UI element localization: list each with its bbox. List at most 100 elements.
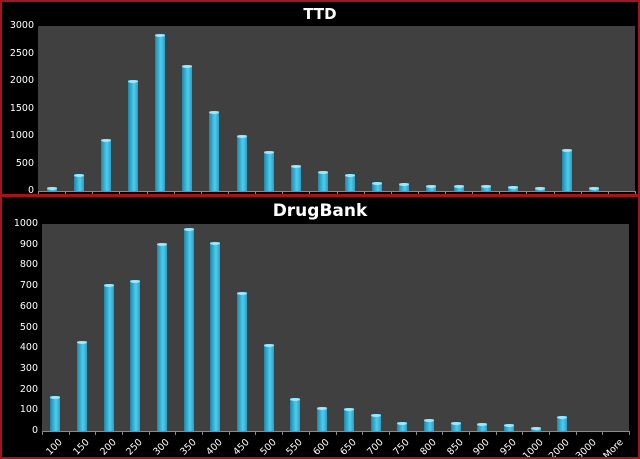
bar-400 <box>209 110 220 191</box>
x-tick <box>417 191 419 194</box>
y-tick-label: 500 <box>15 157 34 169</box>
bar-950 <box>507 185 518 191</box>
y-tick-label: 200 <box>19 383 38 395</box>
y-tick-label: 300 <box>19 362 38 374</box>
x-tick <box>575 431 577 435</box>
x-tick <box>526 191 528 194</box>
bar-800 <box>426 184 437 191</box>
x-tick <box>548 431 550 435</box>
x-tick <box>65 191 67 194</box>
x-tick <box>282 191 284 194</box>
chart-title: DrugBank <box>272 201 368 221</box>
x-tick <box>607 191 609 194</box>
bar-550 <box>290 397 301 431</box>
x-tick <box>362 431 364 435</box>
bar-450 <box>237 291 248 431</box>
x-tick <box>228 431 230 435</box>
x-tick <box>442 431 444 435</box>
x-tick <box>200 191 202 194</box>
y-tick-label: 0 <box>31 425 38 436</box>
bar-350 <box>183 228 194 431</box>
bar-200 <box>100 138 111 191</box>
bar-2000 <box>557 415 568 431</box>
bar-600 <box>317 171 328 191</box>
bar-200 <box>103 283 114 431</box>
plot-area <box>38 26 635 191</box>
bar-750 <box>397 421 408 431</box>
bar-700 <box>372 181 383 191</box>
y-tick-label: 900 <box>19 238 38 250</box>
bar-100 <box>46 186 57 191</box>
y-tick-label: 1000 <box>9 130 34 141</box>
x-tick <box>468 431 470 435</box>
x-tick <box>580 191 582 194</box>
bar-600 <box>317 406 328 431</box>
bar-3000 <box>589 187 600 191</box>
x-tick <box>335 431 337 435</box>
x-tick-label: 100 <box>44 437 66 458</box>
x-tick <box>68 431 70 435</box>
bar-900 <box>477 423 488 431</box>
y-tick-label: 100 <box>19 404 38 416</box>
x-tick <box>602 431 604 435</box>
x-tick <box>388 431 390 435</box>
x-tick <box>499 191 501 194</box>
x-tick <box>122 431 124 435</box>
x-tick <box>42 431 43 435</box>
x-tick <box>255 431 257 435</box>
plot-area <box>42 224 629 431</box>
bar-850 <box>453 185 464 191</box>
bar-900 <box>480 184 491 191</box>
bar-300 <box>155 34 166 191</box>
drugbank-chart-panel: DrugBank 0 100 200 300 400 500 600 700 800 900 100… <box>0 195 640 459</box>
x-tick <box>363 191 365 194</box>
bar-750 <box>399 183 410 191</box>
x-tick <box>309 191 311 194</box>
x-tick <box>38 191 39 194</box>
bar-250 <box>130 280 141 431</box>
bar-400 <box>210 242 221 431</box>
bar-250 <box>127 80 138 191</box>
y-tick-label: 3000 <box>9 20 34 31</box>
bar-350 <box>182 65 193 191</box>
bar-550 <box>290 165 301 191</box>
bar-100 <box>50 396 61 431</box>
bar-300 <box>157 243 168 431</box>
x-tick <box>173 191 175 194</box>
x-tick <box>227 191 229 194</box>
x-tick <box>255 191 257 194</box>
x-tick <box>522 431 524 435</box>
x-tick <box>629 431 630 435</box>
y-tick-label: 0 <box>27 185 34 196</box>
x-tick <box>146 191 148 194</box>
bar-650 <box>343 408 354 431</box>
chart-title: TTD <box>303 5 337 23</box>
x-tick <box>92 191 94 194</box>
y-tick-label: 700 <box>19 280 38 292</box>
x-tick <box>148 431 150 435</box>
x-tick <box>445 191 447 194</box>
ttd-chart-panel: TTD 0 500 1000 1500 2000 2500 3000 <box>0 0 640 196</box>
x-tick <box>95 431 97 435</box>
bar-150 <box>77 340 88 431</box>
y-tick-label: 2500 <box>9 47 34 59</box>
y-tick-label: 400 <box>19 342 38 354</box>
y-tick-label: 1000 <box>13 218 38 229</box>
x-tick <box>635 191 636 194</box>
bar-950 <box>503 423 514 431</box>
x-tick <box>495 431 497 435</box>
bar-1000 <box>535 186 546 191</box>
bar-1000 <box>530 427 541 431</box>
y-tick-label: 800 <box>19 259 38 271</box>
bar-450 <box>236 134 247 191</box>
y-tick-label: 1500 <box>9 102 34 114</box>
bar-850 <box>450 422 461 431</box>
x-tick <box>175 431 177 435</box>
bar-700 <box>370 413 381 431</box>
bar-500 <box>263 151 274 191</box>
x-tick <box>553 191 555 194</box>
x-tick <box>282 431 284 435</box>
y-tick-label: 600 <box>19 300 38 312</box>
y-tick-label: 2000 <box>9 75 34 86</box>
x-tick <box>415 431 417 435</box>
